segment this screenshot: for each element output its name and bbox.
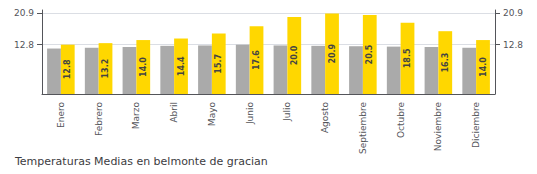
svg-text:Abril: Abril <box>169 102 179 123</box>
svg-text:Julio: Julio <box>282 102 292 122</box>
svg-text:14.4: 14.4 <box>177 56 186 76</box>
svg-text:14.0: 14.0 <box>479 57 488 77</box>
svg-text:Febrero: Febrero <box>94 102 104 136</box>
svg-text:Marzo: Marzo <box>131 102 141 130</box>
svg-text:12.8: 12.8 <box>14 40 34 50</box>
svg-text:14.0: 14.0 <box>139 57 148 77</box>
svg-text:Junio: Junio <box>245 102 255 126</box>
svg-text:Mayo: Mayo <box>207 102 217 127</box>
svg-text:Agosto: Agosto <box>320 102 330 134</box>
svg-text:16.3: 16.3 <box>441 53 450 73</box>
svg-text:20.9: 20.9 <box>328 43 337 63</box>
svg-text:17.6: 17.6 <box>252 50 261 70</box>
svg-text:20.5: 20.5 <box>365 44 374 64</box>
svg-text:12.8: 12.8 <box>503 40 523 50</box>
svg-text:Enero: Enero <box>56 102 66 128</box>
svg-text:12.8: 12.8 <box>63 59 72 79</box>
svg-text:20.9: 20.9 <box>14 8 34 18</box>
svg-text:Temperaturas Medias en belmont: Temperaturas Medias en belmonte de graci… <box>14 155 268 168</box>
svg-text:Octubre: Octubre <box>396 102 406 138</box>
svg-text:20.9: 20.9 <box>503 8 523 18</box>
svg-text:18.5: 18.5 <box>403 48 412 68</box>
svg-text:20.0: 20.0 <box>290 45 299 65</box>
svg-text:Septiembre: Septiembre <box>358 102 368 155</box>
svg-text:Noviembre: Noviembre <box>433 102 443 152</box>
svg-text:Diciembre: Diciembre <box>471 102 481 148</box>
svg-text:13.2: 13.2 <box>101 59 110 79</box>
svg-text:15.7: 15.7 <box>214 54 223 74</box>
